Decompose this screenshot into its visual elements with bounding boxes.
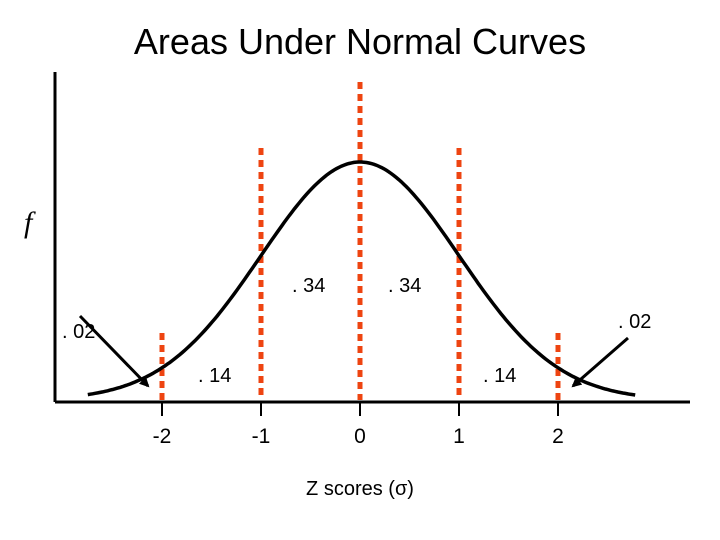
x-axis-label: Z scores (σ) [306, 478, 414, 500]
area-label: . 14 [483, 365, 516, 387]
area-label: . 02 [618, 311, 651, 333]
x-tick-label: 0 [354, 425, 366, 448]
normal-curve [87, 160, 636, 397]
chart-title: Areas Under Normal Curves [134, 21, 586, 62]
right-tail-arrow [571, 336, 629, 388]
x-tick-label: -2 [153, 425, 172, 448]
x-tick-label: 2 [552, 425, 564, 448]
left-tail-arrow [78, 314, 150, 388]
reference-lines [159, 82, 561, 400]
x-tick-label: 1 [453, 425, 465, 448]
area-label: . 14 [198, 365, 231, 387]
x-tick-labels: -2 -1 0 1 2 [153, 425, 564, 448]
area-label: . 34 [388, 275, 421, 297]
x-tick-marks [161, 402, 559, 416]
area-labels: . 02 . 14 . 34 . 34 . 14 . 02 [62, 275, 651, 387]
x-tick-label: -1 [252, 425, 271, 448]
area-label: . 34 [292, 275, 325, 297]
area-label: . 02 [62, 321, 95, 343]
y-axis-label: f [24, 206, 36, 239]
